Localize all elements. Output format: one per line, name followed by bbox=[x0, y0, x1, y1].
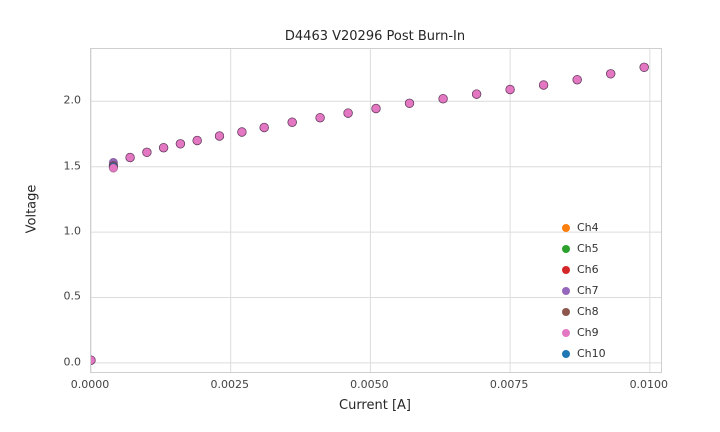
data-point-ch9 bbox=[237, 127, 247, 137]
legend-label: Ch9 bbox=[577, 326, 599, 339]
legend-marker-ch10-icon bbox=[562, 349, 570, 358]
data-point-ch9 bbox=[315, 113, 325, 123]
data-point-ch9 bbox=[471, 89, 482, 99]
data-point-ch9 bbox=[404, 98, 415, 108]
legend-label: Ch6 bbox=[577, 263, 599, 276]
data-point-ch9 bbox=[505, 84, 515, 95]
y-tick-label: 1.0 bbox=[63, 224, 82, 238]
legend-marker-ch4-icon bbox=[562, 223, 570, 232]
data-point-ch9 bbox=[259, 122, 269, 133]
x-tick-label: 0.0050 bbox=[350, 378, 389, 391]
legend-label: Ch4 bbox=[577, 221, 599, 234]
legend-marker-ch6-icon bbox=[562, 265, 570, 274]
data-point-ch9 bbox=[343, 108, 353, 118]
data-point-ch9 bbox=[438, 94, 448, 104]
legend-item-ch8: Ch8 bbox=[562, 301, 606, 322]
data-point-ch9 bbox=[606, 69, 616, 79]
data-point-ch9 bbox=[159, 143, 169, 153]
legend-marker-ch5-icon bbox=[562, 244, 570, 253]
x-tick-label: 0.0025 bbox=[210, 378, 249, 391]
legend-item-ch7: Ch7 bbox=[562, 280, 606, 301]
data-point-ch9 bbox=[108, 163, 119, 173]
legend-marker-ch9-icon bbox=[562, 328, 570, 337]
legend-item-ch5: Ch5 bbox=[562, 238, 606, 259]
y-tick-label: 1.5 bbox=[63, 159, 82, 173]
y-axis-label: Voltage bbox=[24, 184, 40, 234]
series-ch9 bbox=[91, 62, 649, 365]
data-point-ch9 bbox=[214, 131, 225, 141]
data-point-ch9 bbox=[538, 80, 549, 90]
legend-item-ch10: Ch10 bbox=[562, 343, 606, 364]
data-point-ch9 bbox=[142, 147, 152, 157]
data-point-ch9 bbox=[192, 135, 202, 146]
x-tick-label: 0.0075 bbox=[489, 378, 529, 391]
x-tick-label: 0.0000 bbox=[70, 378, 110, 391]
data-point-ch9 bbox=[639, 62, 649, 72]
x-tick-label: 0.0100 bbox=[629, 378, 669, 391]
legend: Ch4 Ch5 Ch6 Ch7 Ch8 Ch9 Ch10 bbox=[562, 217, 606, 364]
legend-label: Ch10 bbox=[577, 347, 606, 360]
data-point-ch9 bbox=[572, 75, 582, 85]
legend-marker-ch8-icon bbox=[562, 307, 570, 316]
y-tick-label: 0.5 bbox=[63, 289, 82, 303]
legend-item-ch9: Ch9 bbox=[562, 322, 606, 343]
legend-item-ch6: Ch6 bbox=[562, 259, 606, 280]
data-point-ch9 bbox=[371, 103, 381, 114]
chart-title: D4463 V20296 Post Burn-In bbox=[284, 29, 466, 44]
legend-label: Ch7 bbox=[577, 284, 599, 297]
y-tick-label: 2.0 bbox=[63, 93, 82, 107]
legend-label: Ch5 bbox=[577, 242, 599, 255]
data-point-ch9 bbox=[91, 355, 96, 365]
data-point-ch9 bbox=[125, 152, 135, 163]
data-point-ch9 bbox=[287, 117, 297, 127]
legend-label: Ch8 bbox=[577, 305, 599, 318]
data-point-ch9 bbox=[175, 139, 186, 149]
legend-item-ch4: Ch4 bbox=[562, 217, 606, 238]
x-axis-label: Current [A] bbox=[339, 398, 411, 413]
plot-area bbox=[90, 48, 662, 373]
legend-marker-ch7-icon bbox=[562, 286, 570, 295]
y-tick-label: 0.0 bbox=[63, 355, 82, 369]
